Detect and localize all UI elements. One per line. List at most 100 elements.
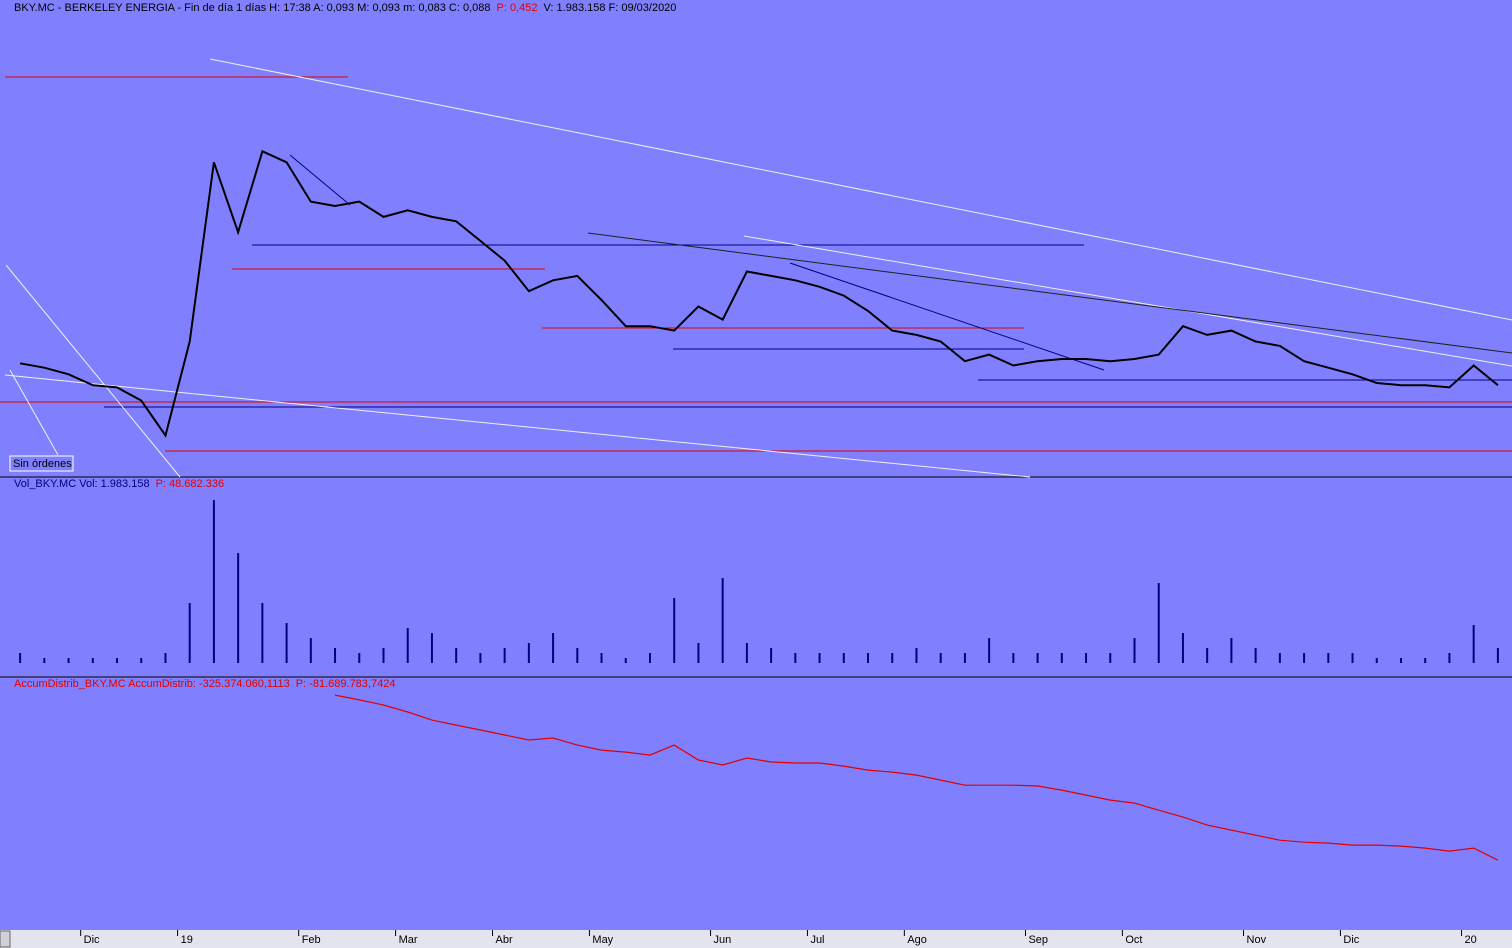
volume-bar <box>527 643 530 663</box>
panel-title: V: 1.983.158 F: 09/03/2020 <box>544 2 677 14</box>
x-tick-label: 19 <box>181 934 193 946</box>
volume-bar <box>600 653 603 663</box>
x-axis-strip <box>0 930 1512 948</box>
volume-bar <box>891 653 894 663</box>
volume-bar <box>1036 653 1039 663</box>
volume-bar <box>576 648 579 663</box>
volume-bar <box>261 603 264 663</box>
trend-line <box>9 369 59 456</box>
panel-title: P: 0,452 <box>497 2 538 14</box>
button[interactable] <box>9 455 74 472</box>
volume-bar <box>1230 638 1233 663</box>
volume-bar <box>697 643 700 663</box>
panel-title: BKY.MC - BERKELEY ENERGIA - Fin de día 1… <box>14 2 491 14</box>
volume-bar <box>1448 653 1451 663</box>
volume-bar <box>842 653 845 663</box>
volume-bar <box>140 658 143 663</box>
volume-bar <box>915 648 918 663</box>
x-tick-label: Dic <box>1343 934 1359 946</box>
volume-bar <box>479 653 482 663</box>
x-tick-label: Sep <box>1028 934 1048 946</box>
volume-bar <box>1085 653 1088 663</box>
series-line <box>19 149 1499 438</box>
volume-bar <box>503 648 506 663</box>
volume-bar <box>382 648 385 663</box>
volume-bar <box>358 653 361 663</box>
x-tick-label: Mar <box>399 934 418 946</box>
volume-bar <box>67 658 70 663</box>
panel-title: P: -81.689.783,7424 <box>296 678 396 690</box>
trend-line <box>743 235 1512 367</box>
volume-bar <box>1181 633 1184 663</box>
volume-bar <box>212 500 215 663</box>
trend-line <box>289 154 351 206</box>
volume-bar <box>237 553 240 663</box>
x-tick-label: Jun <box>714 934 732 946</box>
volume-bar <box>188 603 191 663</box>
volume-bar <box>1472 625 1475 663</box>
volume-bar <box>1157 583 1160 663</box>
volume-bar <box>867 653 870 663</box>
volume-bar <box>1254 648 1257 663</box>
x-tick-label: Abr <box>496 934 513 946</box>
x-tick-label: Jul <box>810 934 824 946</box>
panel-title: AccumDistrib_BKY.MC AccumDistrib: -325.3… <box>14 678 290 690</box>
volume-bar <box>745 643 748 663</box>
series-line <box>334 694 1499 861</box>
volume-bar <box>770 648 773 663</box>
volume-bar <box>1399 658 1402 663</box>
drawings <box>0 58 1512 478</box>
volume-bar <box>794 653 797 663</box>
panel-title: P: 48.682.336 <box>156 478 225 490</box>
volume-bar <box>19 653 22 663</box>
volume-bar <box>455 648 458 663</box>
volume-bar <box>552 633 555 663</box>
volume-bar <box>1424 658 1427 663</box>
volume-bar <box>406 628 409 663</box>
volume-bar <box>648 653 651 663</box>
volume-bar <box>1109 653 1112 663</box>
volume-bar <box>309 638 312 663</box>
volume-bar <box>1303 653 1306 663</box>
volume-bar <box>285 623 288 663</box>
volume-bar <box>91 658 94 663</box>
trend-line <box>5 264 181 478</box>
volume-bar <box>673 598 676 663</box>
volume-bar <box>818 653 821 663</box>
volume-bar <box>1206 648 1209 663</box>
x-tick-label: Nov <box>1247 934 1267 946</box>
x-tick-label: Ago <box>907 934 927 946</box>
volume-bar <box>1278 653 1281 663</box>
volume-bar <box>116 658 119 663</box>
volume-bar <box>1012 653 1015 663</box>
x-tick-label: May <box>592 934 613 946</box>
volume-bar <box>1327 653 1330 663</box>
trend-line <box>587 232 1512 354</box>
panel-title: Vol_BKY.MC Vol: 1.983.158 <box>14 478 150 490</box>
volume-bar <box>1375 658 1378 663</box>
volume-bar <box>1060 653 1063 663</box>
volume-bar <box>164 653 167 663</box>
trend-line <box>209 58 1512 321</box>
volume-bar <box>963 653 966 663</box>
scroll-arrow[interactable] <box>0 930 11 948</box>
volume-bar <box>721 578 724 663</box>
volume-bar <box>1351 653 1354 663</box>
trend-line <box>789 262 1105 371</box>
volume-bar <box>334 648 337 663</box>
volume-bar <box>43 658 46 663</box>
volume-bar <box>430 633 433 663</box>
x-tick-label: Feb <box>302 934 321 946</box>
volume-bar <box>1133 638 1136 663</box>
volume-bar <box>624 658 627 663</box>
volume-bar <box>988 638 991 663</box>
volume-bar <box>939 653 942 663</box>
x-tick-label: Oct <box>1125 934 1142 946</box>
x-tick-label: 20 <box>1465 934 1477 946</box>
x-tick-label: Dic <box>84 934 100 946</box>
volume-bar <box>1496 648 1499 663</box>
button-label[interactable]: Sin órdenes <box>13 458 72 470</box>
